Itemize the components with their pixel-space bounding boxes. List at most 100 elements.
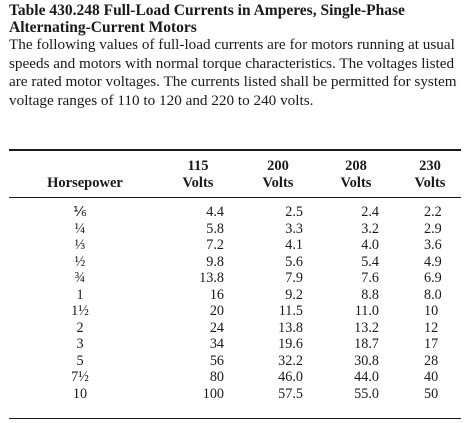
cell-115-volts: 24 [209,319,224,336]
cell-230-volts-value: 10 [424,303,439,319]
document: Table 430.248 Full-Load Currents in Ampe… [9,2,461,110]
header-208-bottom: Volts [340,175,372,191]
cell-200-volts: 11.5 [278,303,303,319]
table-row: 10 100 57.5 55.0 50 [9,386,461,403]
table-header-rule [9,197,461,198]
cell-230-volts-value: 12 [424,319,439,336]
cell-230-volts-value: 3.6 [424,237,442,253]
cell-horsepower: ⅓ [74,237,86,253]
table-row: ⅓ 7.2 4.1 4.0 3.6 [9,237,461,254]
table-row: ¾ 13.8 7.9 7.6 6.9 [9,270,461,287]
cell-200-volts: 7.9 [285,270,303,286]
cell-230-volts: 3.6 [406,237,448,254]
cell-208-volts: 18.7 [354,336,379,352]
cell-200-volts: 46.0 [278,369,303,385]
header-200-volts: 200 Volts [248,158,308,192]
table-row: ¼ 5.8 3.3 3.2 2.9 [9,221,461,238]
cell-230-volts-value: 17 [424,336,439,352]
table-top-rule [9,149,461,151]
table-row: ⅙ 4.4 2.5 2.4 2.2 [9,204,461,221]
cell-208-volts: 3.2 [361,220,379,237]
table-row: 1 16 9.2 8.8 8.0 [9,287,461,304]
cell-horsepower: ⅙ [73,204,87,220]
header-208-volts: 208 Volts [326,158,386,192]
cell-horsepower: 2 [76,319,84,336]
header-208-top: 208 [345,158,367,174]
cell-horsepower: 1 [76,286,84,303]
table-bottom-rule [9,418,461,419]
cell-200-volts: 5.6 [285,253,303,270]
table-row: 1½ 20 11.5 11.0 10 [9,303,461,320]
cell-200-volts: 9.2 [285,286,303,303]
table-row: 3 34 19.6 18.7 17 [9,336,461,353]
cell-230-volts: 12 [406,320,448,337]
cell-200-volts: 57.5 [278,385,303,402]
cell-115-volts: 13.8 [199,270,224,286]
cell-horsepower: 5 [76,352,84,369]
cell-230-volts: 4.9 [406,254,448,271]
table-row: ½ 9.8 5.6 5.4 4.9 [9,254,461,271]
cell-115-volts: 4.4 [206,204,224,220]
cell-230-volts: 50 [406,386,448,403]
cell-230-volts: 6.9 [406,270,448,287]
table-title-line2: Alternating-Current Motors [9,19,197,36]
cell-230-volts: 2.9 [406,221,448,238]
table-body: ⅙ 4.4 2.5 2.4 2.2 ¼ 5.8 3.3 3.2 2.9 ⅓ 7.2 4.1 4.0 3.6 ½… [9,204,461,402]
header-115-bottom: Volts [182,175,214,191]
cell-horsepower: ¾ [74,270,86,286]
cell-200-volts: 19.6 [278,336,303,352]
cell-230-volts-value: 4.9 [424,253,442,270]
cell-230-volts: 10 [406,303,448,320]
cell-208-volts: 44.0 [354,369,379,385]
header-horsepower: Horsepower [45,175,125,192]
cell-horsepower: ½ [74,253,86,270]
cell-115-volts: 20 [209,303,224,319]
cell-208-volts: 4.0 [361,237,379,253]
cell-200-volts: 4.1 [285,237,303,253]
cell-230-volts: 40 [406,369,448,386]
cell-230-volts-value: 2.9 [424,220,442,237]
cell-200-volts: 2.5 [285,204,303,220]
cell-208-volts: 2.4 [361,204,379,220]
cell-115-volts: 9.8 [206,253,224,270]
cell-230-volts-value: 6.9 [424,270,442,286]
table-description: The following values of full-load curren… [9,36,457,109]
table-row: 5 56 32.2 30.8 28 [9,353,461,370]
header-230-bottom: Volts [414,175,446,191]
cell-230-volts-value: 2.2 [424,204,442,220]
cell-230-volts-value: 50 [424,385,439,402]
cell-230-volts-value: 8.0 [424,286,442,303]
cell-230-volts-value: 40 [424,369,439,385]
table-row: 2 24 13.8 13.2 12 [9,320,461,337]
cell-200-volts: 32.2 [278,352,303,369]
cell-208-volts: 11.0 [354,303,379,319]
cell-horsepower: 1½ [71,303,89,319]
cell-200-volts: 13.8 [278,319,303,336]
header-230-volts: 230 Volts [400,158,460,192]
cell-230-volts: 2.2 [406,204,448,221]
cell-horsepower: 7½ [71,369,89,385]
table-title-line1: Table 430.248 Full-Load Currents in Ampe… [9,2,405,19]
cell-horsepower: ¼ [74,220,86,237]
header-115-top: 115 [187,158,209,174]
cell-208-volts: 7.6 [361,270,379,286]
cell-115-volts: 34 [209,336,224,352]
cell-115-volts: 56 [209,352,224,369]
cell-115-volts: 5.8 [206,220,224,237]
cell-208-volts: 30.8 [354,352,379,369]
cell-200-volts: 3.3 [285,220,303,237]
cell-208-volts: 13.2 [354,319,379,336]
cell-230-volts-value: 28 [424,352,439,369]
cell-230-volts: 8.0 [406,287,448,304]
header-200-top: 200 [267,158,289,174]
cell-115-volts: 7.2 [206,237,224,253]
cell-230-volts: 17 [406,336,448,353]
cell-115-volts: 80 [209,369,224,385]
header-horsepower-label: Horsepower [47,175,123,191]
header-115-volts: 115 Volts [168,158,228,192]
cell-208-volts: 5.4 [361,253,379,270]
table-row: 7½ 80 46.0 44.0 40 [9,369,461,386]
header-200-bottom: Volts [262,175,294,191]
cell-115-volts: 16 [209,286,224,303]
cell-115-volts: 100 [202,385,224,402]
